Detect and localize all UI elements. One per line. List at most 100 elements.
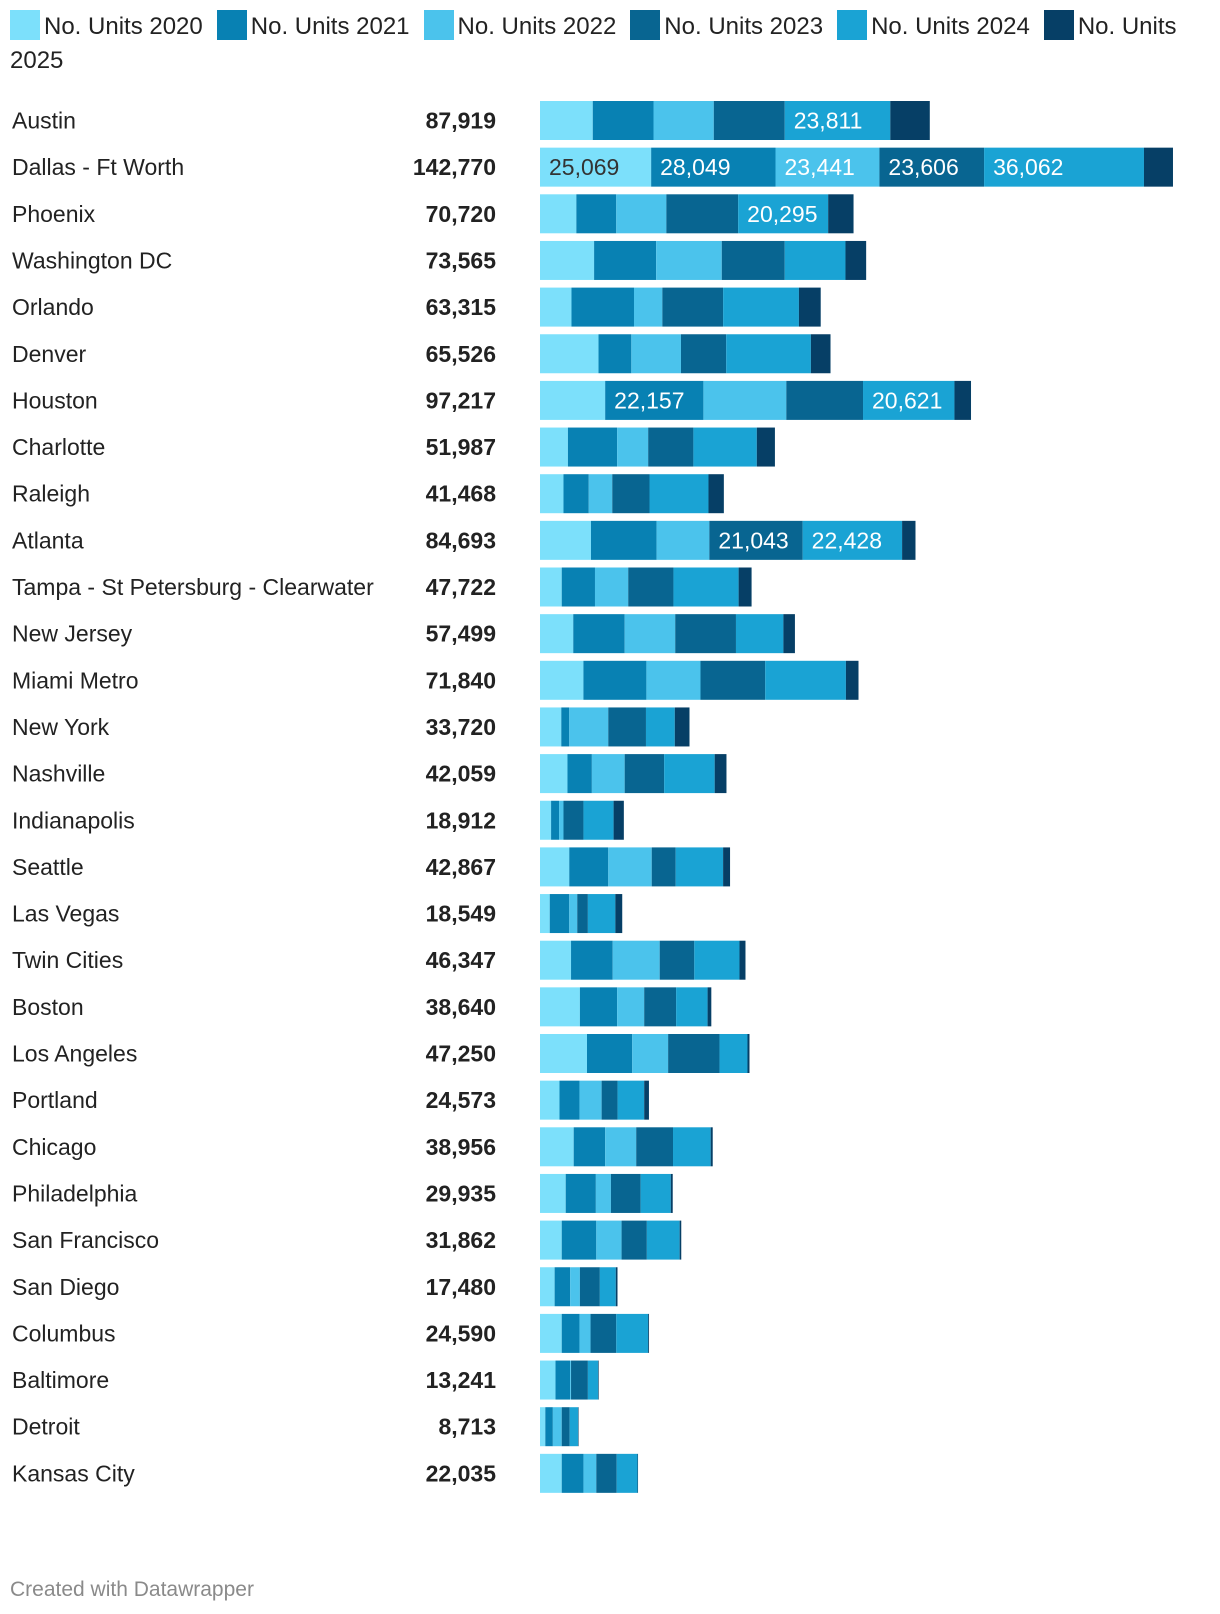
bar-segment [616, 194, 667, 234]
segment-value-label: 22,157 [614, 387, 684, 413]
row-label: New Jersey [12, 621, 133, 647]
row-label: Dallas - Ft Worth [12, 154, 184, 180]
bar-segment [721, 240, 785, 280]
bar-segment [596, 1220, 622, 1260]
bar-segment [693, 427, 757, 467]
bar-segment [664, 754, 715, 794]
legend-label: No. Units 2021 [250, 13, 410, 40]
bar-segment [540, 147, 652, 187]
bar-segment [540, 380, 606, 420]
bar-segment [666, 194, 739, 234]
bar-segment [561, 1313, 580, 1353]
row-label: San Francisco [12, 1227, 159, 1253]
bar-segment [615, 894, 623, 934]
bar-segment [569, 847, 609, 887]
bar-segment [756, 427, 775, 467]
bar-segment [784, 240, 846, 280]
bar-segment [549, 894, 570, 934]
bar-segment [579, 1313, 591, 1353]
bar-segment [540, 1034, 587, 1073]
bar-segment [576, 194, 617, 234]
bar-segment [571, 1360, 588, 1400]
bar-segment [802, 520, 903, 560]
bar-segment [540, 101, 593, 140]
row-label: Denver [12, 341, 86, 367]
bar-segment [628, 567, 674, 607]
bar-segment [954, 380, 972, 420]
bar-segment [784, 101, 891, 140]
bar-segment [545, 1407, 553, 1447]
bar-segment [637, 1453, 639, 1493]
row-label: San Diego [12, 1274, 119, 1300]
bar-segment [540, 520, 591, 560]
bar-segment [540, 240, 595, 280]
bar-segment [586, 1034, 633, 1073]
bar-segment [540, 1360, 556, 1400]
bar-segment [653, 101, 714, 140]
bar-segment [540, 474, 564, 514]
row-label: Charlotte [12, 434, 105, 460]
segment-value-label: 23,441 [785, 154, 855, 180]
bar-segment [645, 707, 675, 747]
bar-segment [879, 147, 985, 187]
bar-segment [561, 707, 570, 747]
bar-segment [709, 520, 803, 560]
row-total: 18,549 [426, 901, 496, 927]
row-total: 47,722 [426, 574, 496, 600]
segment-value-label: 23,811 [794, 108, 863, 134]
legend-item: No. Units 2021 [216, 10, 410, 40]
bar-segment [569, 1407, 579, 1447]
row-total: 38,956 [426, 1134, 496, 1160]
bar-segment [579, 1080, 602, 1120]
segment-value-label: 21,043 [718, 527, 788, 553]
bar-segment [559, 800, 564, 840]
bar-segment [624, 754, 665, 794]
bar-segment [617, 1080, 645, 1120]
row-total: 65,526 [426, 341, 496, 367]
row-total: 24,590 [426, 1320, 496, 1346]
row-label: Nashville [12, 761, 105, 787]
bar-segment [726, 334, 811, 374]
bar-segment [595, 1173, 611, 1213]
legend-label: No. Units 2020 [44, 13, 203, 40]
bar-segment [707, 987, 712, 1027]
bar-segment [739, 940, 746, 980]
bar-segment [540, 1173, 566, 1213]
bar-segment [608, 847, 652, 887]
bar-segment [902, 520, 916, 560]
bar-segment [632, 1034, 669, 1073]
bar-segment [656, 240, 722, 280]
bar-segment [845, 660, 859, 700]
row-total: 70,720 [426, 201, 496, 227]
bar-segment [596, 1453, 617, 1493]
bar-segment [540, 800, 552, 840]
segment-value-label: 25,069 [549, 154, 619, 180]
bar-segment [573, 614, 625, 654]
bar-segment [601, 1080, 618, 1120]
bar-segment [713, 101, 785, 140]
segment-value-label: 28,049 [660, 154, 730, 180]
bar-segment [540, 707, 562, 747]
bar-segment [617, 987, 645, 1027]
bar-segment [723, 287, 799, 327]
segment-value-label: 22,428 [812, 527, 882, 553]
bar-segment [651, 147, 776, 187]
row-label: Houston [12, 387, 98, 413]
bar-segment [540, 1313, 562, 1353]
row-total: 51,987 [426, 434, 496, 460]
bar-segment [540, 334, 599, 374]
row-label: Orlando [12, 294, 94, 320]
bar-segment [563, 800, 584, 840]
bar-segment [579, 987, 618, 1027]
legend-swatch [423, 10, 454, 40]
bar-segment [735, 614, 784, 654]
row-total: 87,919 [426, 108, 496, 134]
bar-segment [646, 660, 701, 700]
row-total: 97,217 [426, 387, 496, 413]
bar-segment [554, 1267, 571, 1307]
segment-value-label: 20,621 [872, 387, 942, 413]
bar-segment [612, 474, 650, 514]
bar-segment [863, 380, 955, 420]
row-total: 63,315 [426, 294, 497, 320]
bar-segment [798, 287, 821, 327]
